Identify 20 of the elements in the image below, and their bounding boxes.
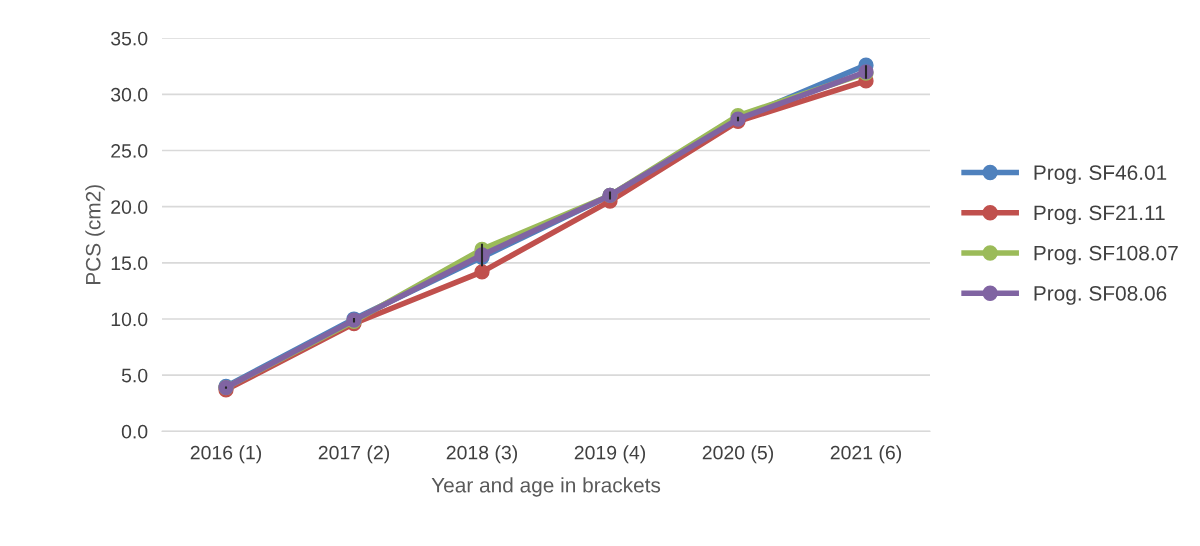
y-axis-title: PCS (cm2) <box>85 185 105 284</box>
y-tick-label: 20.0 <box>111 200 148 214</box>
legend-label: Prog. SF108.07 <box>1034 245 1178 265</box>
x-tick-label: 2018 (3) <box>446 445 518 464</box>
x-tick-label: 2017 (2) <box>318 445 390 464</box>
x-tick-label: 2019 (4) <box>574 445 646 464</box>
x-axis-title: Year and age in brackets <box>431 477 661 497</box>
y-tick-label: 15.0 <box>111 256 148 271</box>
legend-label: Prog. SF08.06 <box>1034 286 1167 305</box>
y-tick-label: 10.0 <box>111 312 148 327</box>
y-tick-label: 30.0 <box>111 87 148 102</box>
x-tick-label: 2021 (6) <box>830 445 902 464</box>
y-tick-label: 25.0 <box>111 144 148 158</box>
x-tick-label: 2016 (1) <box>190 445 262 464</box>
y-tick-label: 0.0 <box>121 424 148 439</box>
x-tick-label: 2020 (5) <box>702 445 774 464</box>
legend-label: Prog. SF21.11 <box>1034 205 1165 225</box>
y-tick-label: 35.0 <box>111 31 148 46</box>
legend-label: Prog. SF46.01 <box>1034 165 1167 185</box>
y-tick-label: 5.0 <box>121 368 148 383</box>
